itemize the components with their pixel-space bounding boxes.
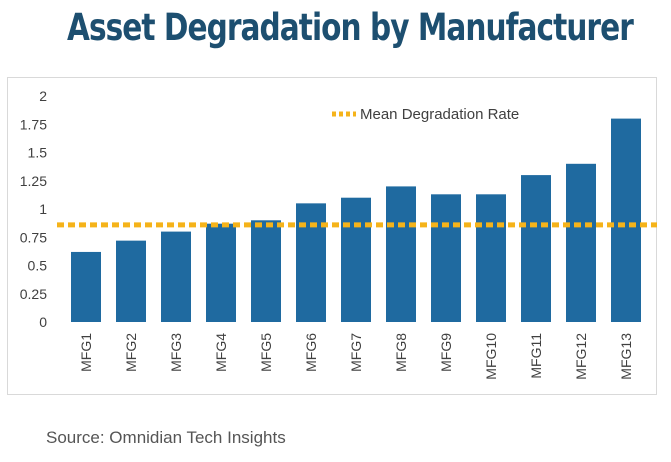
bar-mfg3 (161, 231, 191, 322)
x-tick-label: MFG8 (393, 333, 409, 372)
legend-label: Mean Degradation Rate (360, 106, 519, 123)
y-tick-label: 2 (39, 88, 47, 104)
bar-mfg6 (296, 203, 326, 322)
chart-title: Asset Degradation by Manufacturer (67, 6, 634, 49)
x-tick-label: MFG6 (303, 333, 319, 372)
y-tick-label: 1.25 (20, 173, 47, 189)
bar-mfg7 (341, 197, 371, 322)
bar-mfg13 (611, 118, 641, 322)
bar-mfg4 (206, 223, 236, 322)
y-tick-label: 0.25 (20, 286, 47, 302)
x-tick-label: MFG11 (528, 333, 544, 379)
x-tick-label: MFG3 (168, 333, 184, 372)
source-note: Source: Omnidian Tech Insights (46, 428, 286, 447)
x-tick-label: MFG2 (123, 333, 139, 372)
x-tick-label: MFG13 (618, 333, 634, 380)
y-tick-label: 0.5 (28, 258, 48, 274)
bar-mfg5 (251, 220, 281, 322)
bars (71, 118, 641, 322)
bar-mfg8 (386, 186, 416, 322)
y-tick-label: 1.5 (28, 145, 48, 161)
y-tick-label: 1 (39, 201, 47, 217)
bar-mfg1 (71, 251, 101, 322)
bar-mfg11 (521, 175, 551, 322)
x-tick-label: MFG1 (78, 333, 94, 372)
x-tick-label: MFG10 (483, 333, 499, 380)
bar-mfg12 (566, 163, 596, 322)
x-tick-label: MFG7 (348, 333, 364, 372)
x-axis-labels: MFG1 MFG2 MFG3 MFG4 MFG5 MFG6 MFG7 MFG8 MFG9 MFG1… (78, 333, 634, 380)
bar-mfg10 (476, 194, 506, 322)
x-tick-label: MFG4 (213, 333, 229, 372)
x-tick-label: MFG5 (258, 333, 274, 372)
y-tick-label: 0 (39, 314, 47, 330)
y-axis-ticks: 0 0.25 0.5 0.75 1 1.25 1.5 1.75 2 (20, 88, 47, 330)
chart-area (7, 77, 657, 395)
bar-mfg2 (116, 240, 146, 322)
y-tick-label: 1.75 (20, 116, 47, 132)
bar-mfg9 (431, 194, 461, 322)
y-tick-label: 0.75 (20, 229, 47, 245)
x-tick-label: MFG9 (438, 333, 454, 372)
x-tick-label: MFG12 (573, 333, 589, 380)
